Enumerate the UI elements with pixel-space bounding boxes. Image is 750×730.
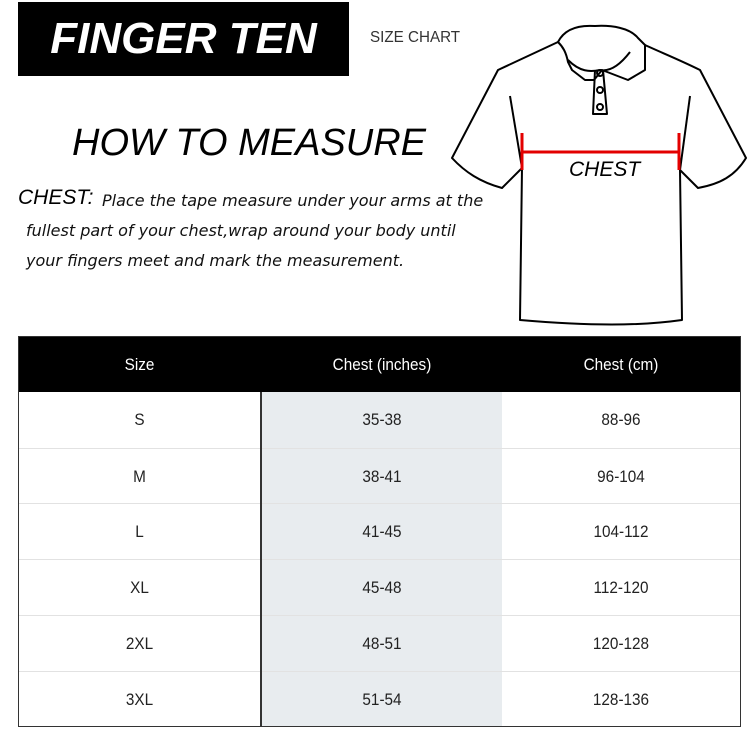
- chest-heading: CHEST:: [18, 186, 94, 209]
- chest-inches-cell: 45-48: [362, 578, 402, 598]
- chest-inches-cell: 48-51: [362, 633, 402, 653]
- chest-inches-cell: 38-41: [362, 466, 402, 486]
- chest-description-line-1: Place the tape measure under your arms a…: [102, 191, 484, 210]
- chest-cm-cell: 120-128: [592, 633, 650, 653]
- chest-description-line-3: your fingers meet and mark the measureme…: [26, 251, 405, 270]
- polo-shirt-diagram: CHEST: [451, 24, 747, 326]
- table-row: 3XL 51-54 128-136: [19, 670, 740, 728]
- header-chest-inches: Chest (inches): [332, 355, 432, 374]
- table-row: S 35-38 88-96: [19, 392, 740, 448]
- column-divider: [260, 392, 262, 726]
- chest-cm-cell: 96-104: [597, 466, 645, 486]
- size-cell: M: [133, 466, 146, 486]
- chest-cm-cell: 88-96: [601, 410, 641, 429]
- table-row: L 41-45 104-112: [19, 503, 740, 560]
- size-cell: 2XL: [125, 633, 154, 653]
- size-table: Size Chest (inches) Chest (cm) S 35-38 88-…: [18, 336, 741, 727]
- chest-inches-cell: 35-38: [362, 410, 402, 429]
- table-row: 2XL 48-51 120-128: [19, 614, 740, 672]
- table-row: M 38-41 96-104: [19, 447, 740, 505]
- chest-cm-cell: 104-112: [593, 522, 649, 542]
- chest-description-line-2: fullest part of your chest,wrap around y…: [26, 221, 456, 240]
- header-chest-cm: Chest (cm): [583, 355, 659, 374]
- brand-logo: FINGER TEN: [18, 2, 349, 76]
- table-row: XL 45-48 112-120: [19, 559, 740, 616]
- chest-inches-cell: 51-54: [362, 689, 402, 709]
- size-cell: S: [134, 410, 145, 429]
- chest-diagram-label: CHEST: [569, 158, 642, 181]
- table-header: Size Chest (inches) Chest (cm): [19, 337, 740, 392]
- size-cell: XL: [130, 578, 149, 598]
- size-cell: 3XL: [125, 689, 154, 709]
- size-chart-label: SIZE CHART: [370, 29, 461, 46]
- chest-measure-line: [520, 133, 681, 170]
- how-to-measure-title: HOW TO MEASURE: [72, 122, 426, 164]
- chest-cm-cell: 128-136: [592, 689, 650, 709]
- chest-cm-cell: 112-120: [593, 578, 649, 598]
- size-cell: L: [135, 522, 144, 542]
- header-size: Size: [124, 355, 155, 374]
- inches-column-shade: [262, 392, 502, 726]
- chest-inches-cell: 41-45: [362, 522, 402, 542]
